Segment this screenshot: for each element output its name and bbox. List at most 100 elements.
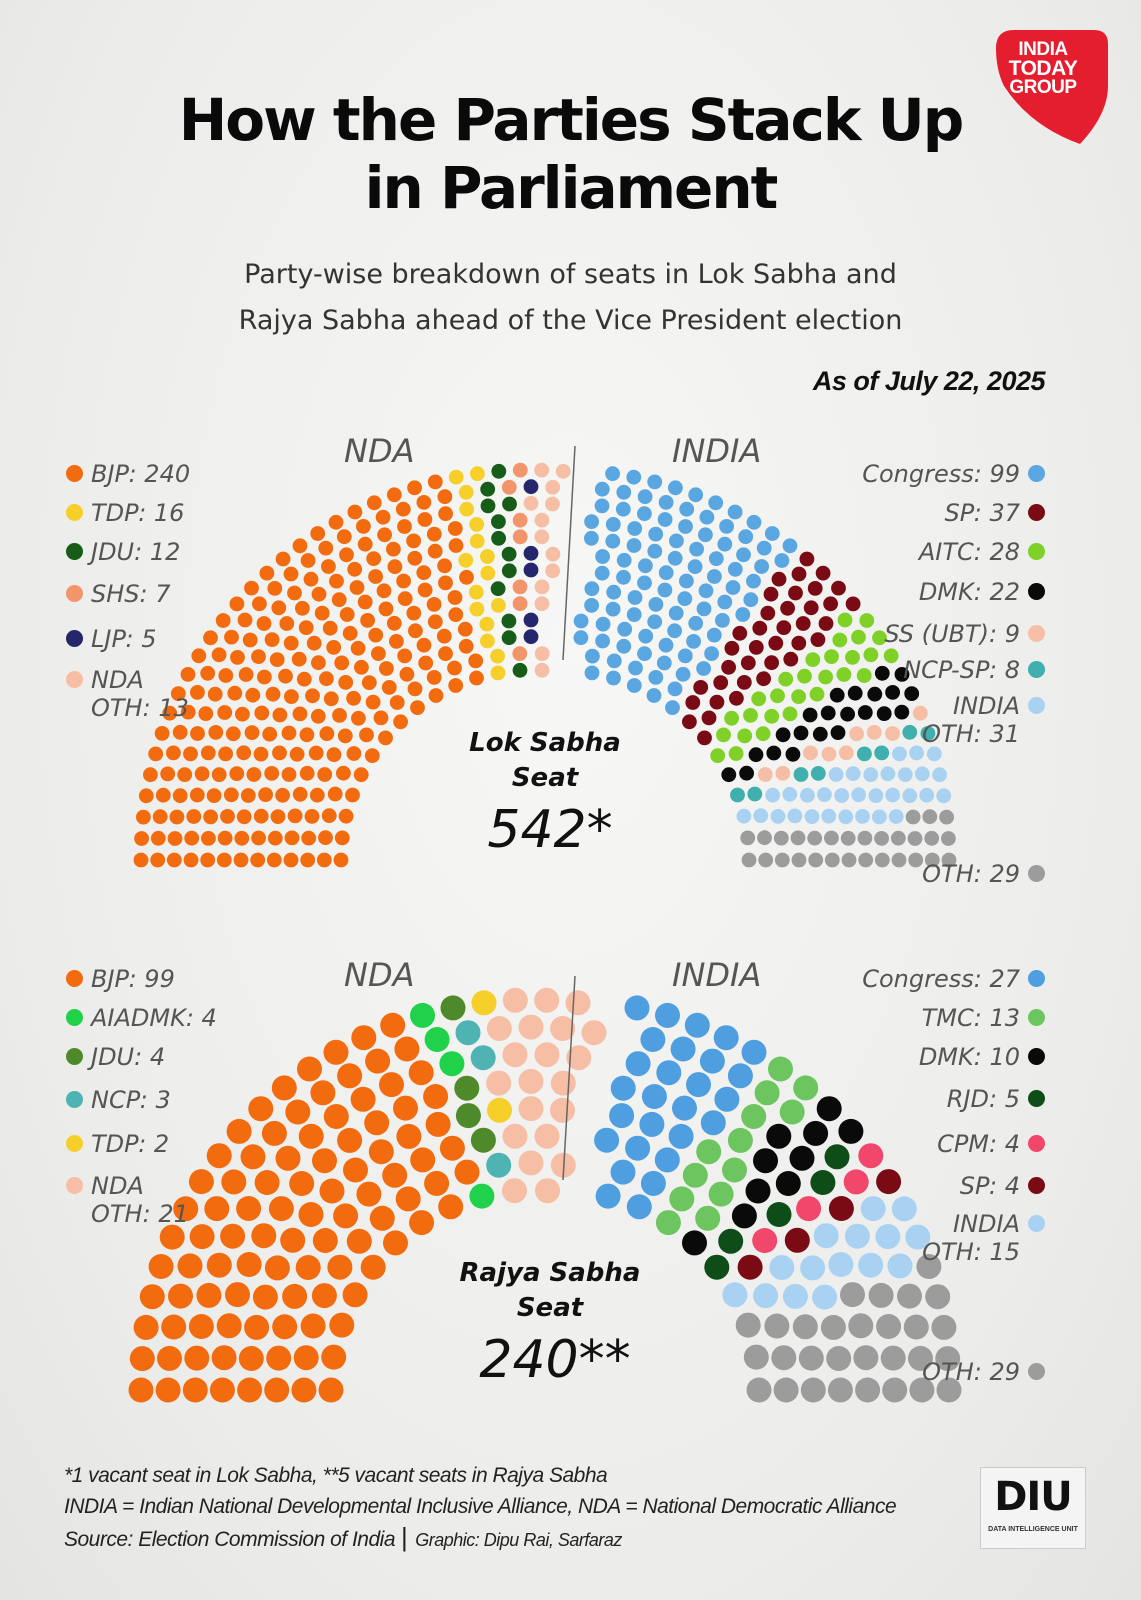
rs-seat-dot xyxy=(469,1183,495,1209)
legend-dot-icon xyxy=(1028,464,1045,482)
ls-seat-dot xyxy=(244,725,260,740)
ls-seat-dot xyxy=(306,635,322,651)
ls-seat-dot xyxy=(166,852,182,868)
rs-seat-dot xyxy=(610,1075,636,1101)
ls-seat-dot xyxy=(264,632,280,647)
ls-seat-dot xyxy=(491,530,506,546)
ls-seat-dot xyxy=(426,526,442,542)
rs-seat-dot xyxy=(128,1377,154,1403)
ls-seat-dot xyxy=(331,592,347,608)
ls-seat-dot xyxy=(256,616,272,631)
rs-seat-dot xyxy=(206,1252,232,1278)
ls-seat-dot xyxy=(267,830,283,846)
ls-seat-dot xyxy=(616,638,632,654)
rs-seat-dot xyxy=(595,1183,621,1209)
ls-seat-dot xyxy=(746,514,762,530)
ls-seat-dot xyxy=(595,616,611,632)
ls-seat-dot xyxy=(883,648,899,664)
rs-nda-legend-item: TDP: 2 xyxy=(66,1130,169,1158)
ls-seat-dot xyxy=(264,766,280,781)
ls-seat-dot xyxy=(373,710,389,726)
ls-seat-dot xyxy=(845,766,861,781)
rs-seat-dot xyxy=(379,1072,404,1098)
ls-seat-dot xyxy=(743,592,759,608)
ls-seat-dot xyxy=(679,573,694,589)
ls-seat-dot xyxy=(922,809,938,825)
rs-seat-dot xyxy=(295,1255,321,1280)
ls-seat-dot xyxy=(326,747,342,763)
legend-dot-icon xyxy=(66,1090,83,1108)
ls-seat-dot xyxy=(627,590,643,605)
rs-seat-dot xyxy=(518,1014,544,1040)
legend-dot-icon xyxy=(1028,624,1045,642)
ls-seat-dot xyxy=(283,852,299,868)
rs-seat-dot xyxy=(264,1255,290,1281)
ls-seat-dot xyxy=(678,519,693,534)
rs-seat-dot xyxy=(189,1224,215,1250)
rs-seat-dot xyxy=(820,1314,846,1340)
ls-seat-dot xyxy=(183,746,198,762)
ls-seat-dot xyxy=(407,550,423,566)
ls-seat-dot xyxy=(758,852,774,868)
ls-seat-dot xyxy=(448,469,464,485)
ls-seat-dot xyxy=(206,788,222,803)
ls-seat-dot xyxy=(821,808,837,824)
ls-seat-dot xyxy=(150,830,166,846)
ls-seat-dot xyxy=(458,552,474,568)
ls-seat-dot xyxy=(203,630,218,646)
ls-seat-dot xyxy=(318,830,333,846)
rs-seat-dot xyxy=(177,1253,203,1279)
ls-seat-dot xyxy=(299,765,315,781)
ls-seat-dot xyxy=(332,708,347,723)
ls-nda-legend-item: LJP: 5 xyxy=(66,625,156,653)
ls-nda-legend-item: JDU: 12 xyxy=(66,538,180,566)
ls-seat-dot xyxy=(265,686,281,702)
ls-seat-dot xyxy=(595,549,610,564)
ls-seat-dot xyxy=(719,519,734,534)
ls-seat-dot xyxy=(939,809,954,825)
ls-seat-dot xyxy=(310,708,326,724)
ls-seat-dot xyxy=(167,831,183,846)
ls-seat-dot xyxy=(342,625,358,641)
rs-seat-dot xyxy=(700,1110,726,1136)
ls-seat-dot xyxy=(701,710,717,726)
ls-seat-dot xyxy=(319,726,335,742)
ls-seat-dot xyxy=(218,668,234,683)
rs-seat-dot xyxy=(168,1283,193,1309)
rs-seat-dot xyxy=(909,1377,935,1403)
ls-seat-dot xyxy=(194,766,210,782)
rs-india-legend-item: CPM: 4 xyxy=(937,1130,1045,1158)
rs-seat-dot xyxy=(682,1230,707,1256)
ls-seat-dot xyxy=(774,553,790,568)
ls-seat-dot xyxy=(534,529,550,545)
ls-seat-dot xyxy=(381,680,397,695)
ls-seat-dot xyxy=(708,495,724,511)
rs-seat-dot xyxy=(408,1060,434,1086)
legend-label: NDA xyxy=(91,1172,144,1200)
ls-seat-dot xyxy=(790,830,806,846)
ls-seat-dot xyxy=(857,746,872,762)
rs-seat-dot xyxy=(333,1203,359,1229)
rs-seat-dot xyxy=(310,1080,336,1106)
rs-seat-dot xyxy=(672,1095,697,1121)
ls-seat-dot xyxy=(756,540,772,556)
rs-seat-dot xyxy=(771,1345,797,1371)
ls-seat-dot xyxy=(735,607,751,622)
page-title: How the Parties Stack Up in Parliament xyxy=(0,86,1141,222)
ls-seat-dot xyxy=(573,630,589,646)
ls-seat-dot xyxy=(447,590,463,605)
legend-dot-icon xyxy=(1028,542,1045,560)
ls-seat-dot xyxy=(834,788,850,803)
ls-seat-dot xyxy=(724,640,740,656)
ls-seat-dot xyxy=(866,725,882,740)
ls-seat-dot xyxy=(626,469,642,485)
ls-seat-dot xyxy=(757,767,773,782)
rs-seat-dot xyxy=(216,1313,242,1339)
ls-seat-dot xyxy=(200,745,216,761)
legend-dot-icon xyxy=(1028,1362,1045,1380)
legend-label: DMK: 10 xyxy=(918,1043,1020,1071)
ls-seat-dot xyxy=(201,831,216,846)
legend-dot-icon xyxy=(1028,660,1045,678)
ls-seat-dot xyxy=(407,480,422,496)
ls-seat-dot xyxy=(679,501,695,517)
